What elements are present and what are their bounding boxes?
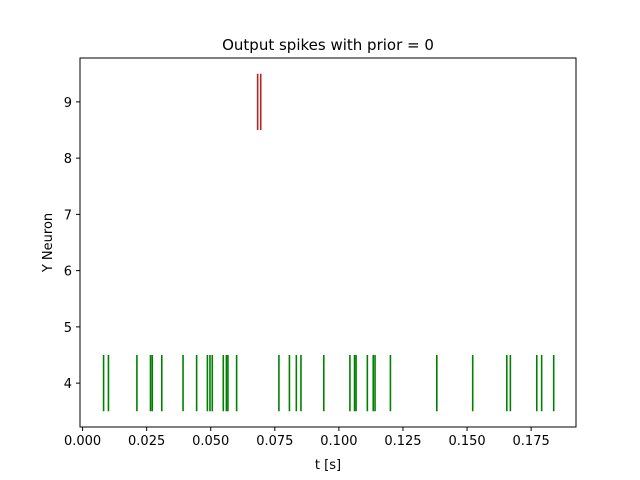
y-tick-label: 4 bbox=[64, 377, 72, 392]
x-tick-label: 0.000 bbox=[64, 434, 101, 449]
x-tick-label: 0.125 bbox=[384, 434, 421, 449]
y-tick-label: 8 bbox=[64, 152, 72, 167]
x-tick-label: 0.150 bbox=[448, 434, 485, 449]
spike-marks bbox=[102, 73, 555, 412]
y-tick-label: 6 bbox=[64, 265, 72, 280]
y-tick-label: 7 bbox=[64, 208, 72, 223]
x-axis-ticks: 0.000 0.025 0.050 0.075 0.100 0.125 0.150 0.175 bbox=[64, 427, 550, 449]
y-tick-label: 9 bbox=[64, 96, 72, 111]
y-axis-title: Y Neuron bbox=[41, 213, 56, 273]
x-tick-label: 0.175 bbox=[513, 434, 550, 449]
x-axis-title: t [s] bbox=[315, 458, 341, 473]
plot-frame bbox=[79, 57, 577, 428]
x-tick-label: 0.075 bbox=[256, 434, 293, 449]
x-tick-label: 0.050 bbox=[192, 434, 229, 449]
y-tick-label: 5 bbox=[64, 321, 72, 336]
chart-title: Output spikes with prior = 0 bbox=[222, 36, 434, 54]
x-tick-label: 0.100 bbox=[320, 434, 357, 449]
y-axis-ticks: 4 5 6 7 8 9 bbox=[64, 96, 80, 392]
x-tick-label: 0.025 bbox=[128, 434, 165, 449]
